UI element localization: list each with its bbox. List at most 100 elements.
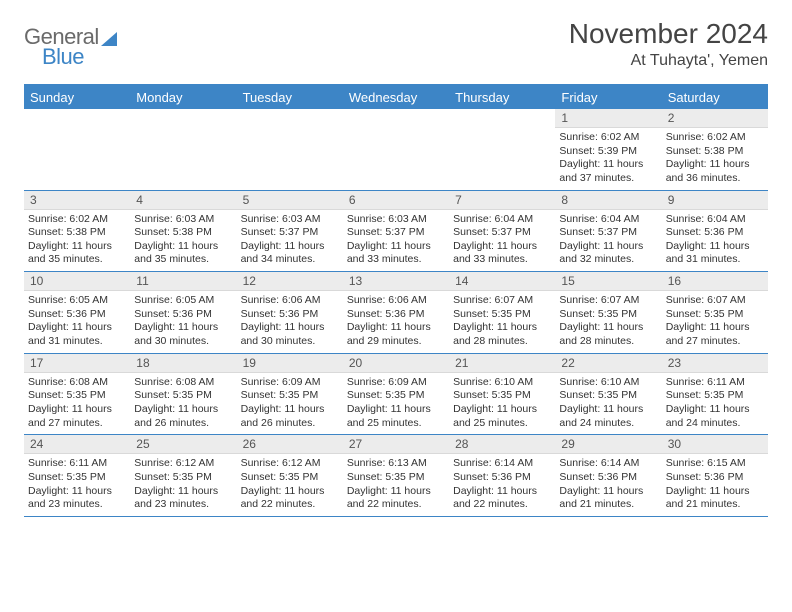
day-line-sr: Sunrise: 6:05 AM [134, 294, 230, 308]
day-cell: 14Sunrise: 6:07 AMSunset: 5:35 PMDayligh… [449, 272, 555, 353]
day-cell: 9Sunrise: 6:04 AMSunset: 5:36 PMDaylight… [662, 191, 768, 272]
day-details: Sunrise: 6:07 AMSunset: 5:35 PMDaylight:… [662, 291, 768, 353]
day-line-d2: and 25 minutes. [347, 417, 443, 431]
day-line-d2: and 25 minutes. [453, 417, 549, 431]
day-details: Sunrise: 6:03 AMSunset: 5:37 PMDaylight:… [237, 210, 343, 272]
day-number: 16 [662, 272, 768, 291]
day-line-d1: Daylight: 11 hours [134, 321, 230, 335]
day-line-d2: and 27 minutes. [28, 417, 124, 431]
day-line-sr: Sunrise: 6:06 AM [241, 294, 337, 308]
day-line-d2: and 32 minutes. [559, 253, 655, 267]
day-details: Sunrise: 6:05 AMSunset: 5:36 PMDaylight:… [24, 291, 130, 353]
header: General Blue November 2024 At Tuhayta', … [24, 18, 768, 70]
day-line-ss: Sunset: 5:35 PM [347, 471, 443, 485]
day-cell [343, 109, 449, 190]
day-details: Sunrise: 6:07 AMSunset: 5:35 PMDaylight:… [555, 291, 661, 353]
day-line-sr: Sunrise: 6:07 AM [453, 294, 549, 308]
day-line-d2: and 23 minutes. [28, 498, 124, 512]
day-line-sr: Sunrise: 6:02 AM [559, 131, 655, 145]
day-number: 1 [555, 109, 661, 128]
day-line-d1: Daylight: 11 hours [453, 321, 549, 335]
day-line-ss: Sunset: 5:35 PM [666, 389, 762, 403]
day-line-sr: Sunrise: 6:08 AM [28, 376, 124, 390]
day-line-sr: Sunrise: 6:12 AM [134, 457, 230, 471]
day-line-sr: Sunrise: 6:03 AM [347, 213, 443, 227]
day-line-d1: Daylight: 11 hours [28, 485, 124, 499]
day-cell: 1Sunrise: 6:02 AMSunset: 5:39 PMDaylight… [555, 109, 661, 190]
day-line-ss: Sunset: 5:35 PM [453, 389, 549, 403]
day-line-ss: Sunset: 5:37 PM [559, 226, 655, 240]
day-cell: 15Sunrise: 6:07 AMSunset: 5:35 PMDayligh… [555, 272, 661, 353]
day-line-sr: Sunrise: 6:15 AM [666, 457, 762, 471]
day-number: 24 [24, 435, 130, 454]
day-cell: 11Sunrise: 6:05 AMSunset: 5:36 PMDayligh… [130, 272, 236, 353]
day-cell: 19Sunrise: 6:09 AMSunset: 5:35 PMDayligh… [237, 354, 343, 435]
day-number: 2 [662, 109, 768, 128]
day-number: 3 [24, 191, 130, 210]
day-cell: 17Sunrise: 6:08 AMSunset: 5:35 PMDayligh… [24, 354, 130, 435]
day-details: Sunrise: 6:07 AMSunset: 5:35 PMDaylight:… [449, 291, 555, 353]
day-line-d2: and 33 minutes. [347, 253, 443, 267]
day-line-sr: Sunrise: 6:04 AM [666, 213, 762, 227]
brand-part2: Blue [42, 44, 117, 70]
day-cell: 10Sunrise: 6:05 AMSunset: 5:36 PMDayligh… [24, 272, 130, 353]
day-line-sr: Sunrise: 6:03 AM [134, 213, 230, 227]
day-number [130, 109, 236, 127]
day-details: Sunrise: 6:04 AMSunset: 5:37 PMDaylight:… [449, 210, 555, 272]
day-line-sr: Sunrise: 6:10 AM [559, 376, 655, 390]
dow-friday: Friday [555, 86, 661, 109]
day-line-ss: Sunset: 5:37 PM [241, 226, 337, 240]
day-line-d2: and 22 minutes. [241, 498, 337, 512]
week-row: 1Sunrise: 6:02 AMSunset: 5:39 PMDaylight… [24, 109, 768, 191]
day-details: Sunrise: 6:14 AMSunset: 5:36 PMDaylight:… [449, 454, 555, 516]
day-line-d1: Daylight: 11 hours [134, 403, 230, 417]
day-cell: 13Sunrise: 6:06 AMSunset: 5:36 PMDayligh… [343, 272, 449, 353]
brand-logo: General Blue [24, 18, 117, 70]
day-details: Sunrise: 6:08 AMSunset: 5:35 PMDaylight:… [130, 373, 236, 435]
day-line-ss: Sunset: 5:36 PM [241, 308, 337, 322]
day-details: Sunrise: 6:14 AMSunset: 5:36 PMDaylight:… [555, 454, 661, 516]
day-line-ss: Sunset: 5:37 PM [347, 226, 443, 240]
day-line-sr: Sunrise: 6:14 AM [559, 457, 655, 471]
day-line-d2: and 29 minutes. [347, 335, 443, 349]
day-line-d1: Daylight: 11 hours [666, 321, 762, 335]
day-line-d1: Daylight: 11 hours [241, 485, 337, 499]
day-line-ss: Sunset: 5:38 PM [28, 226, 124, 240]
day-details: Sunrise: 6:12 AMSunset: 5:35 PMDaylight:… [130, 454, 236, 516]
day-line-d1: Daylight: 11 hours [453, 403, 549, 417]
day-cell: 22Sunrise: 6:10 AMSunset: 5:35 PMDayligh… [555, 354, 661, 435]
day-line-d1: Daylight: 11 hours [559, 403, 655, 417]
day-line-d1: Daylight: 11 hours [241, 321, 337, 335]
day-line-sr: Sunrise: 6:02 AM [28, 213, 124, 227]
day-line-d1: Daylight: 11 hours [347, 403, 443, 417]
day-line-d1: Daylight: 11 hours [28, 240, 124, 254]
day-line-d1: Daylight: 11 hours [347, 321, 443, 335]
day-line-d1: Daylight: 11 hours [559, 158, 655, 172]
day-line-ss: Sunset: 5:35 PM [28, 471, 124, 485]
day-number: 30 [662, 435, 768, 454]
day-line-d1: Daylight: 11 hours [134, 485, 230, 499]
day-line-ss: Sunset: 5:35 PM [134, 471, 230, 485]
day-of-week-row: Sunday Monday Tuesday Wednesday Thursday… [24, 86, 768, 109]
day-details: Sunrise: 6:02 AMSunset: 5:38 PMDaylight:… [24, 210, 130, 272]
title-block: November 2024 At Tuhayta', Yemen [569, 18, 768, 70]
dow-thursday: Thursday [449, 86, 555, 109]
day-line-d1: Daylight: 11 hours [347, 485, 443, 499]
day-number: 11 [130, 272, 236, 291]
day-line-d2: and 23 minutes. [134, 498, 230, 512]
day-cell [449, 109, 555, 190]
day-line-d2: and 34 minutes. [241, 253, 337, 267]
day-line-d1: Daylight: 11 hours [241, 403, 337, 417]
day-details: Sunrise: 6:13 AMSunset: 5:35 PMDaylight:… [343, 454, 449, 516]
day-line-d2: and 22 minutes. [453, 498, 549, 512]
day-details: Sunrise: 6:09 AMSunset: 5:35 PMDaylight:… [343, 373, 449, 435]
day-line-d2: and 28 minutes. [559, 335, 655, 349]
day-cell: 7Sunrise: 6:04 AMSunset: 5:37 PMDaylight… [449, 191, 555, 272]
day-line-sr: Sunrise: 6:04 AM [453, 213, 549, 227]
day-line-sr: Sunrise: 6:10 AM [453, 376, 549, 390]
day-cell: 21Sunrise: 6:10 AMSunset: 5:35 PMDayligh… [449, 354, 555, 435]
location-label: At Tuhayta', Yemen [569, 52, 768, 70]
day-number: 18 [130, 354, 236, 373]
day-line-d1: Daylight: 11 hours [666, 485, 762, 499]
weeks-container: 1Sunrise: 6:02 AMSunset: 5:39 PMDaylight… [24, 109, 768, 517]
